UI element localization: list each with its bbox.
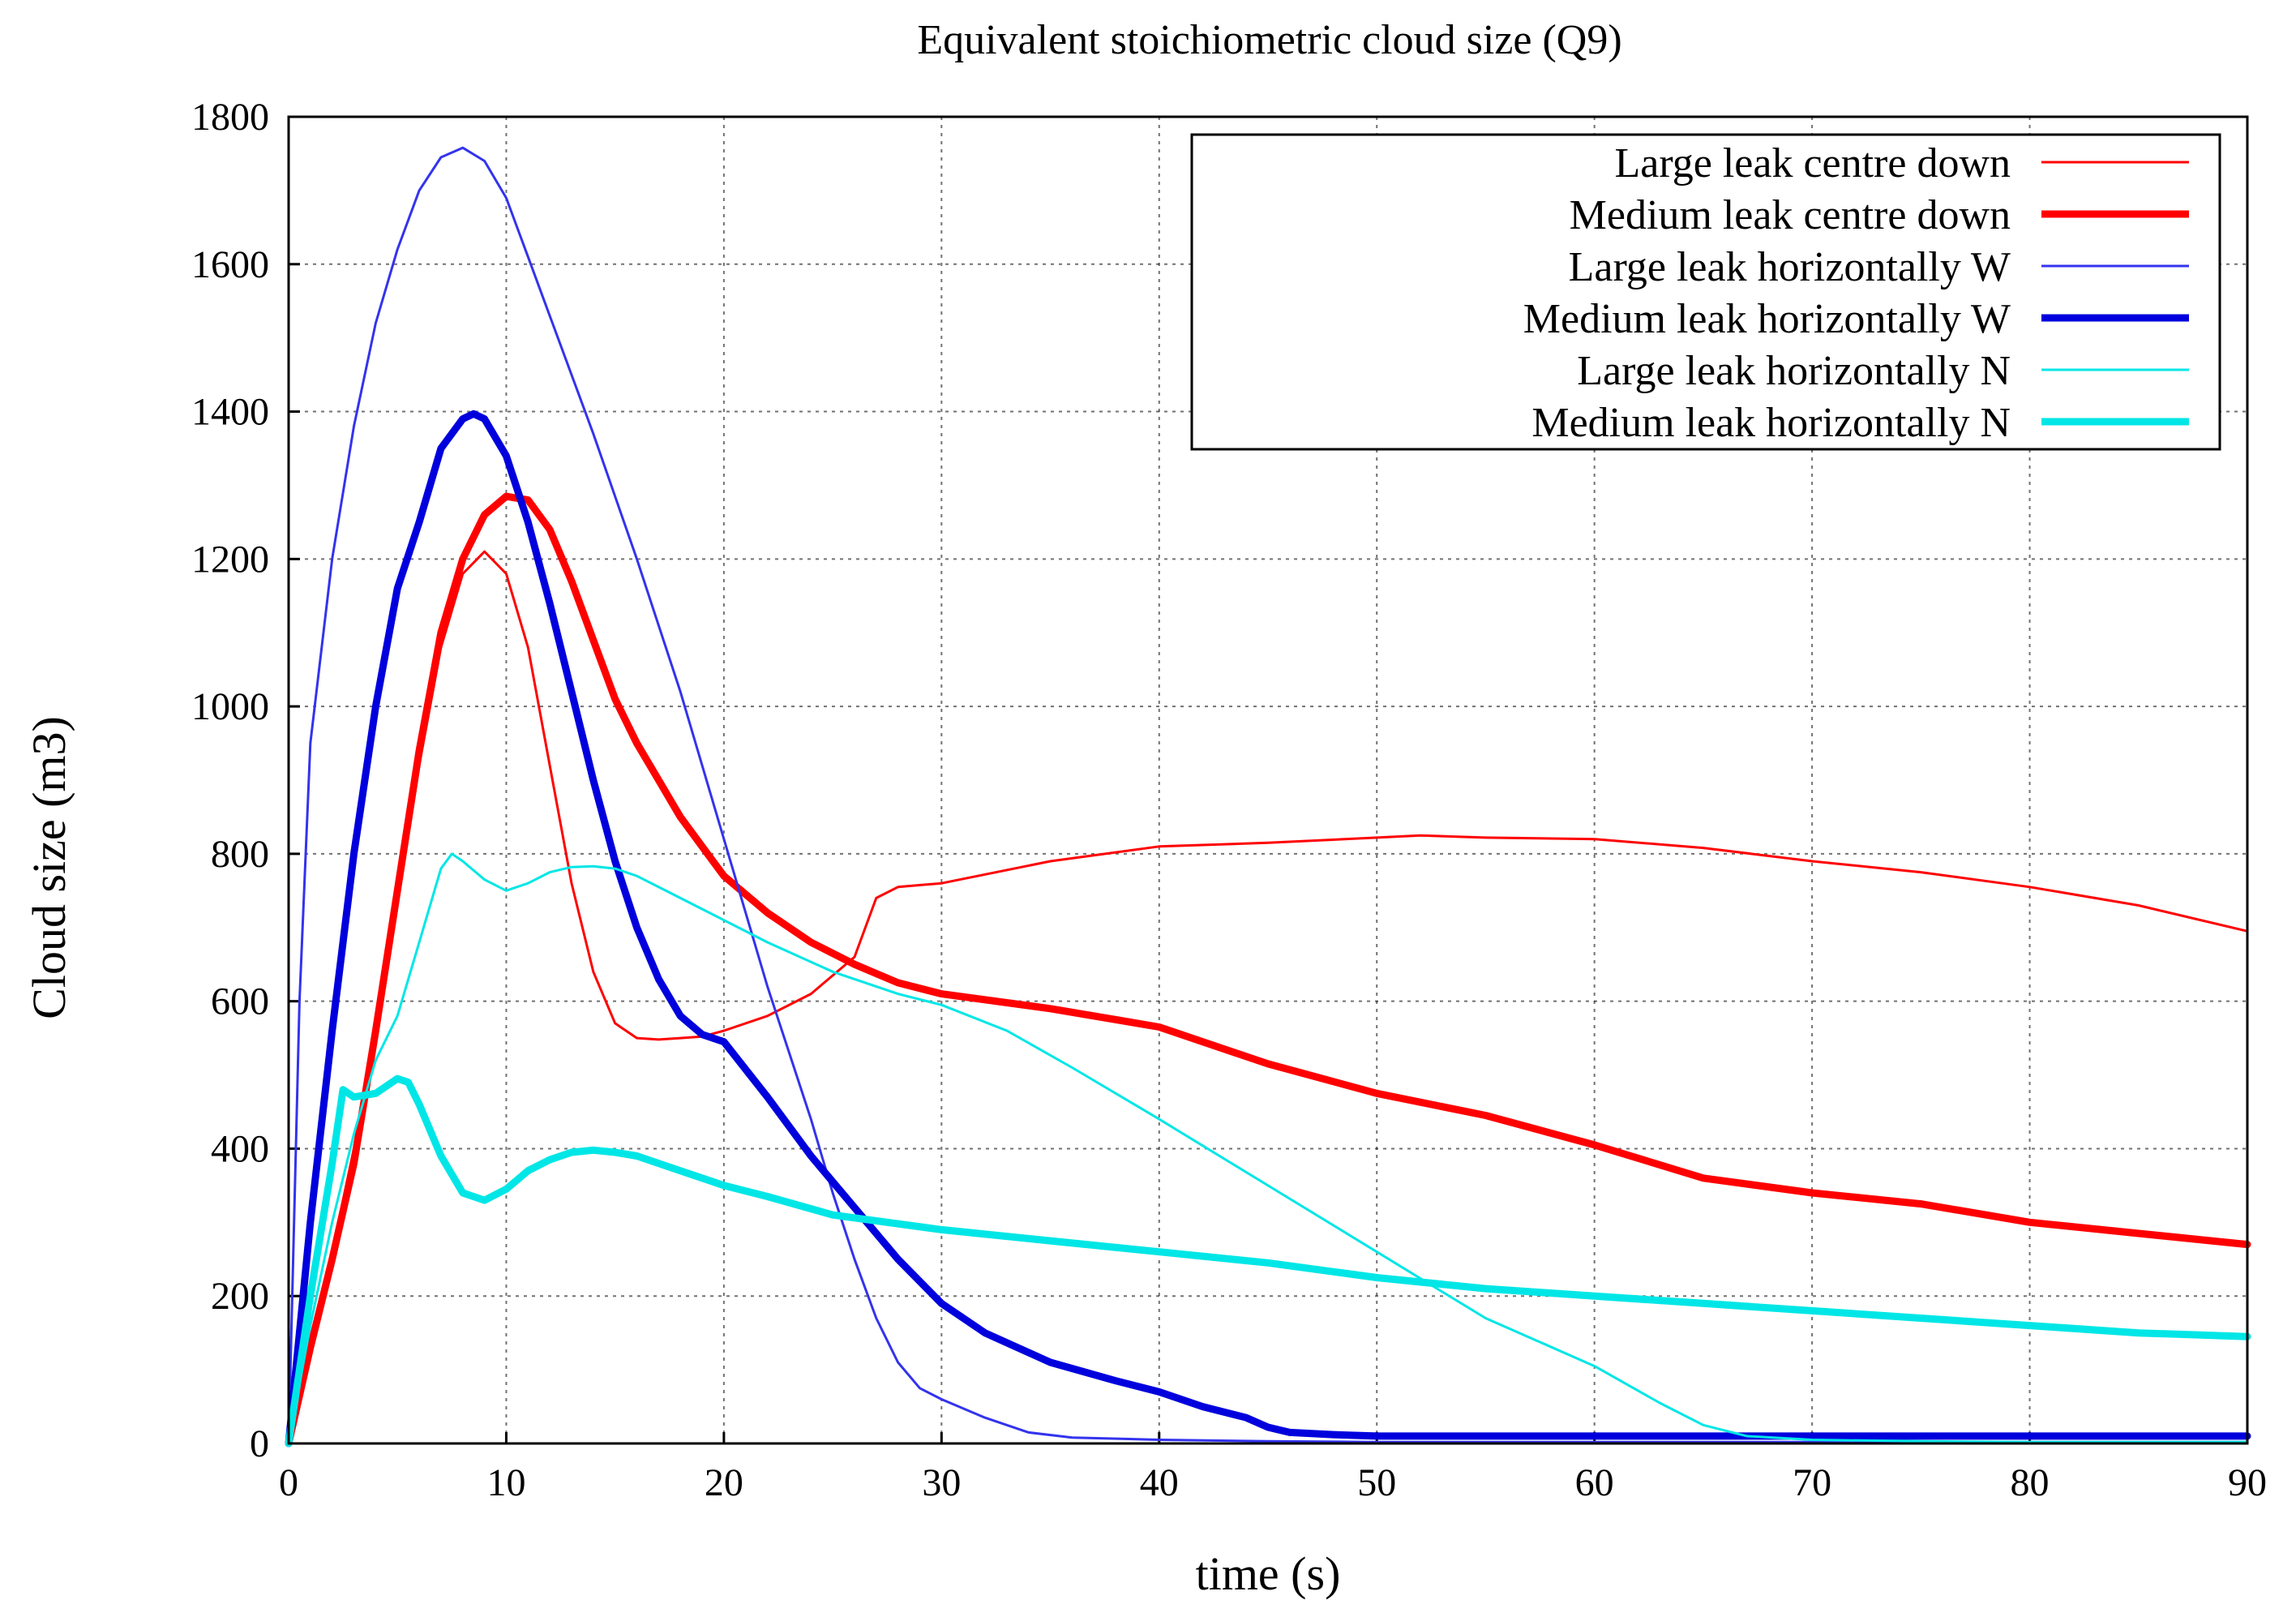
series-line-3 <box>287 146 2249 1445</box>
tick-labels: 0 10 20 30 40 50 60 70 80 90 0 200 400 600 800 1000 1200… <box>191 96 2267 1504</box>
x-tick-label: 70 <box>1793 1461 1831 1504</box>
x-tick-label: 10 <box>486 1461 525 1504</box>
x-axis-label: time (s) <box>1196 1547 1341 1600</box>
x-tick-label: 90 <box>2228 1461 2267 1504</box>
legend: Large leak centre down Medium leak centre… <box>1190 133 2221 451</box>
x-tick-label: 80 <box>2011 1461 2050 1504</box>
chart-title: Equivalent stoichiometric cloud size (Q9… <box>917 17 1621 63</box>
y-tick-label: 200 <box>211 1275 269 1318</box>
y-tick-label: 1000 <box>191 685 269 728</box>
series-line-2 <box>285 492 2251 1448</box>
legend-label: Medium leak horizontally W <box>1523 296 2011 342</box>
y-tick-label: 0 <box>250 1422 269 1465</box>
legend-label: Large leak centre down <box>1615 140 2011 187</box>
x-tick-label: 40 <box>1140 1461 1179 1504</box>
x-tick-label: 60 <box>1575 1461 1614 1504</box>
x-tick-label: 20 <box>705 1461 743 1504</box>
y-axis-label: Cloud size (m3) <box>23 716 75 1019</box>
y-tick-label: 1200 <box>191 538 269 581</box>
x-tick-label: 50 <box>1357 1461 1396 1504</box>
legend-label: Large leak horizontally N <box>1577 348 2011 394</box>
x-tick-label: 0 <box>279 1461 298 1504</box>
series-line-1 <box>287 550 2249 1445</box>
legend-label: Large leak horizontally W <box>1569 244 2011 290</box>
x-tick-label: 30 <box>922 1461 961 1504</box>
y-tick-label: 1400 <box>191 391 269 434</box>
series-line-6 <box>285 1074 2251 1448</box>
series-line-4 <box>285 410 2251 1448</box>
legend-label: Medium leak centre down <box>1570 192 2011 238</box>
legend-label: Medium leak horizontally N <box>1531 400 2011 446</box>
y-tick-label: 1800 <box>191 96 269 139</box>
y-tick-label: 1600 <box>191 243 269 286</box>
plot-series <box>285 146 2251 1448</box>
y-tick-label: 600 <box>211 980 269 1023</box>
plot-frame <box>287 115 2249 1445</box>
series-line-5 <box>287 852 2249 1445</box>
y-tick-label: 800 <box>211 833 269 876</box>
legend-box <box>1190 133 2221 451</box>
y-tick-label: 400 <box>211 1127 269 1170</box>
